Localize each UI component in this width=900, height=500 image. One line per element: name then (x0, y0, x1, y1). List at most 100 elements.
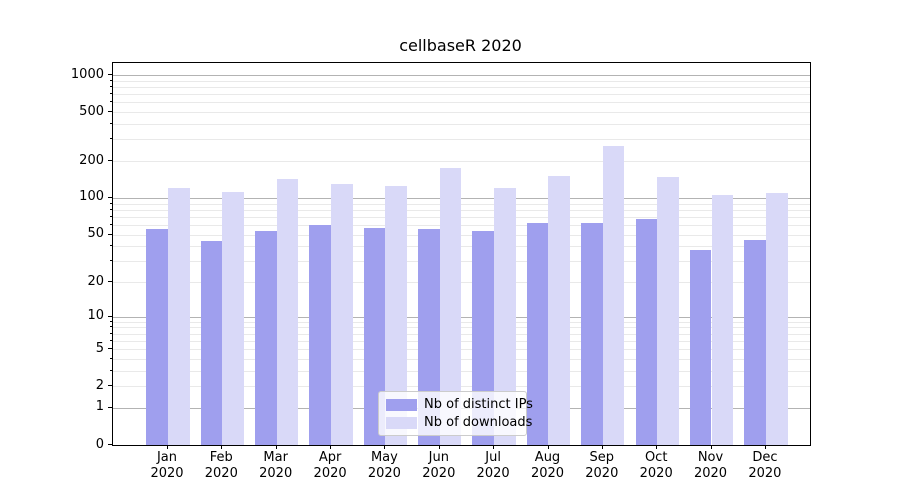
minor-gridline (113, 358, 810, 360)
x-tick-mark (493, 445, 495, 449)
x-tick-label-jul: Jul 2020 (476, 450, 510, 481)
major-gridline (113, 197, 810, 199)
x-tick-label-nov: Nov 2020 (693, 450, 728, 481)
y-tick-label-100: 100 (79, 189, 104, 205)
y-minor-tick-mark (110, 202, 112, 204)
bar-apr-ips (309, 224, 332, 445)
minor-gridline (113, 321, 810, 323)
minor-gridline (113, 80, 810, 82)
bar-nov-ips (689, 250, 712, 445)
bar-nov-downloads (711, 195, 734, 445)
x-tick-mark (438, 445, 440, 449)
y-tick-mark (108, 444, 112, 445)
x-tick-mark (275, 445, 277, 449)
bar-jan-ips (146, 229, 168, 445)
y-tick-mark (108, 233, 112, 235)
y-tick-label-5: 5 (95, 340, 104, 356)
y-minor-tick-mark (110, 123, 112, 124)
x-tick-mark (221, 445, 223, 449)
legend-label-distinct-ips: Nb of distinct IPs (424, 397, 533, 412)
y-tick-label-50: 50 (87, 226, 104, 241)
x-tick-label-jun: Jun 2020 (422, 450, 456, 481)
minor-gridline (113, 340, 810, 342)
bar-dec-downloads (765, 192, 788, 445)
y-tick-mark (108, 406, 112, 408)
minor-gridline (113, 349, 810, 351)
bar-may-ips (363, 227, 386, 445)
y-tick-label-20: 20 (87, 273, 104, 289)
legend: Nb of distinct IPs Nb of downloads (378, 391, 533, 436)
bar-dec-ips (744, 240, 766, 445)
x-tick-label-may: May 2020 (367, 450, 401, 481)
bar-mar-ips (255, 231, 277, 445)
minor-gridline (113, 370, 810, 372)
bar-feb-downloads (222, 192, 244, 445)
y-minor-tick-mark (110, 320, 112, 322)
plot-area (112, 62, 811, 446)
bar-mar-downloads (276, 179, 299, 445)
bar-sep-ips (581, 223, 603, 445)
bar-jun-ips (418, 228, 440, 445)
y-tick-mark (108, 160, 112, 161)
legend-item-downloads: Nb of downloads (386, 415, 532, 430)
minor-gridline (113, 161, 810, 162)
y-minor-tick-mark (110, 245, 112, 247)
y-minor-tick-mark (110, 223, 112, 225)
bar-apr-downloads (331, 183, 353, 445)
bar-may-downloads (385, 186, 408, 445)
y-minor-tick-mark (110, 93, 112, 95)
bar-jun-downloads (439, 167, 462, 445)
minor-gridline (113, 224, 810, 226)
y-tick-mark (108, 281, 112, 282)
y-tick-label-500: 500 (79, 103, 104, 119)
x-tick-mark (547, 445, 549, 449)
y-tick-label-2: 2 (95, 377, 104, 393)
x-tick-label-jan: Jan 2020 (150, 450, 184, 481)
bar-jan-downloads (168, 188, 190, 445)
y-tick-label-200: 200 (79, 152, 104, 168)
bar-aug-downloads (548, 176, 571, 445)
y-minor-tick-mark (110, 101, 112, 103)
x-tick-mark (764, 445, 766, 449)
minor-gridline (113, 203, 810, 205)
legend-item-distinct-ips: Nb of distinct IPs (386, 397, 533, 412)
x-tick-mark (656, 445, 658, 449)
y-tick-mark (108, 74, 112, 75)
legend-swatch-distinct-ips (386, 398, 417, 411)
legend-label-downloads: Nb of downloads (424, 415, 533, 430)
minor-gridline (113, 94, 810, 96)
y-minor-tick-mark (110, 339, 112, 341)
minor-gridline (113, 139, 810, 141)
x-tick-label-apr: Apr 2020 (313, 450, 347, 481)
minor-gridline (113, 216, 810, 218)
x-tick-mark (167, 445, 168, 449)
x-tick-label-feb: Feb 2020 (204, 450, 238, 481)
bar-sep-downloads (602, 146, 625, 445)
minor-gridline (113, 386, 810, 388)
y-minor-tick-mark (110, 369, 112, 371)
major-gridline (113, 316, 810, 318)
minor-gridline (113, 112, 810, 114)
y-tick-label-1: 1 (95, 399, 104, 415)
y-tick-mark (108, 196, 112, 198)
minor-gridline (113, 209, 810, 211)
minor-gridline (113, 87, 810, 88)
minor-gridline (113, 261, 810, 263)
minor-gridline (113, 282, 810, 283)
y-tick-mark (108, 385, 112, 387)
x-tick-mark (384, 445, 386, 449)
bar-oct-ips (635, 219, 658, 445)
bar-jul-downloads (494, 188, 516, 445)
minor-gridline (113, 246, 810, 248)
y-minor-tick-mark (110, 86, 112, 87)
x-tick-label-aug: Aug 2020 (530, 450, 565, 481)
y-minor-tick-mark (110, 326, 112, 328)
x-tick-mark (710, 445, 712, 449)
y-tick-label-1000: 1000 (70, 66, 104, 82)
major-gridline (113, 75, 810, 76)
y-minor-tick-mark (110, 79, 112, 81)
bar-oct-downloads (657, 176, 679, 445)
y-tick-label-0: 0 (95, 436, 104, 452)
x-tick-label-mar: Mar 2020 (259, 450, 293, 481)
